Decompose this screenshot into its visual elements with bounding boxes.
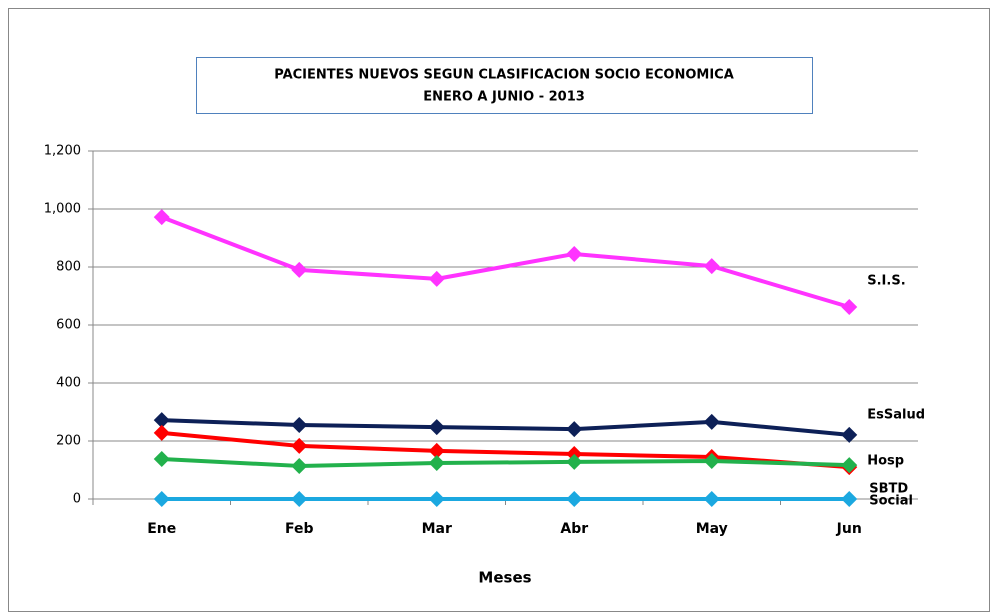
marker — [841, 299, 858, 316]
chart-title: PACIENTES NUEVOS SEGUN CLASIFICACION SOC… — [274, 68, 734, 83]
x-tick-label: Mar — [422, 521, 452, 537]
marker — [703, 258, 720, 275]
marker — [566, 491, 583, 507]
marker — [153, 209, 170, 226]
marker — [291, 491, 308, 507]
marker — [841, 457, 858, 474]
marker — [566, 245, 583, 262]
marker — [703, 413, 720, 430]
marker — [291, 417, 308, 434]
line-series — [161, 215, 850, 309]
marker — [703, 491, 720, 507]
marker — [428, 419, 445, 436]
marker — [841, 426, 858, 443]
series-label: Social — [869, 494, 913, 509]
line-series — [161, 456, 850, 468]
x-tick-label: Feb — [285, 521, 314, 537]
chart-title: ENERO A JUNIO - 2013 — [423, 90, 585, 105]
marker — [291, 437, 308, 454]
marker — [703, 453, 720, 470]
y-tick-label: 0 — [73, 492, 81, 507]
y-tick-label: 400 — [56, 376, 81, 391]
x-tick-label: Abr — [560, 521, 588, 537]
series-label: S.I.S. — [867, 274, 905, 289]
marker — [153, 424, 170, 441]
marker — [428, 455, 445, 472]
x-tick-label: Jun — [836, 521, 862, 537]
marker — [291, 457, 308, 474]
series-label: SBTD — [869, 482, 908, 497]
line-series — [161, 430, 850, 470]
marker — [291, 261, 308, 278]
title-box — [196, 57, 813, 114]
line-series — [161, 418, 850, 437]
marker — [153, 491, 170, 507]
x-tick-label: Ene — [147, 521, 176, 537]
series-label: EsSalud — [867, 407, 925, 422]
marker — [153, 412, 170, 429]
y-tick-label: 800 — [56, 260, 81, 275]
series-label: Hosp — [867, 454, 904, 469]
marker — [566, 453, 583, 470]
marker — [566, 421, 583, 438]
marker — [428, 270, 445, 287]
x-tick-label: May — [696, 521, 728, 537]
marker — [428, 491, 445, 507]
marker — [841, 491, 858, 507]
marker — [153, 450, 170, 467]
marker — [428, 442, 445, 459]
y-tick-label: 200 — [56, 434, 81, 449]
x-axis-label: Meses — [478, 569, 531, 587]
y-tick-label: 1,000 — [44, 202, 81, 217]
y-tick-label: 1,200 — [44, 144, 81, 159]
y-tick-label: 600 — [56, 318, 81, 333]
